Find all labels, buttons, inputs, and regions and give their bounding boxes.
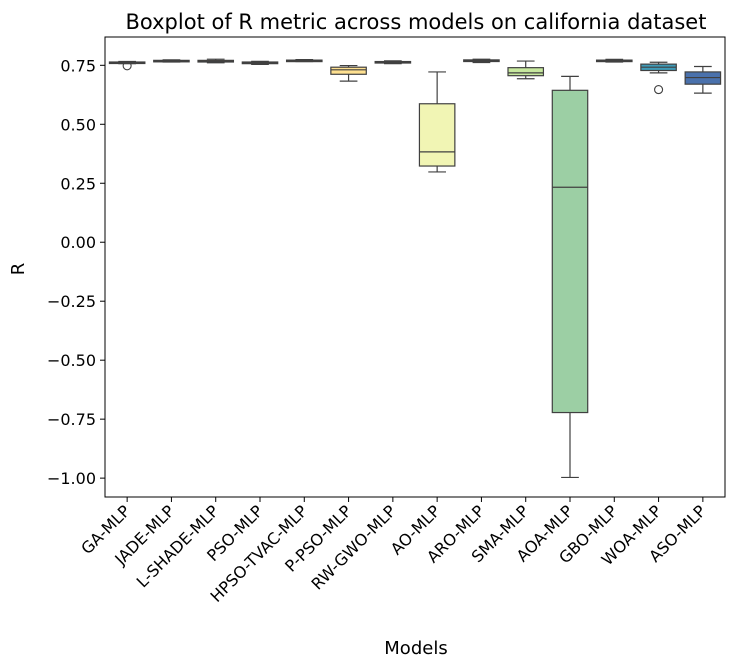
box-aso-mlp bbox=[684, 65, 722, 94]
box-rw-gwo-mlp bbox=[374, 60, 412, 65]
box-body bbox=[551, 89, 589, 414]
chart-title: Boxplot of R metric across models on cal… bbox=[126, 10, 707, 34]
plot-area bbox=[108, 58, 722, 479]
outlier-point bbox=[122, 61, 132, 71]
y-tick-label: −0.50 bbox=[47, 351, 96, 370]
y-axis-label: R bbox=[8, 263, 29, 276]
box-aoa-mlp bbox=[551, 75, 589, 479]
y-tick-label: −1.00 bbox=[47, 469, 96, 488]
box-woa-mlp bbox=[640, 61, 677, 95]
y-tick-label: 0.50 bbox=[60, 115, 96, 134]
outlier-point bbox=[654, 85, 664, 95]
y-tick-label: −0.75 bbox=[47, 410, 96, 429]
y-tick-label: 0.00 bbox=[60, 233, 96, 252]
box-l-shade-mlp bbox=[197, 58, 235, 64]
box-hpso-tvac-mlp bbox=[285, 59, 323, 63]
box-ga-mlp bbox=[108, 60, 146, 71]
y-tick-label: 0.75 bbox=[60, 56, 96, 75]
box-jade-mlp bbox=[153, 59, 190, 63]
box-body bbox=[507, 67, 545, 77]
box-body bbox=[330, 66, 367, 75]
box-pso-mlp bbox=[241, 60, 279, 65]
box-ao-mlp bbox=[418, 71, 456, 173]
x-axis: GA-MLPJADE-MLPL-SHADE-MLPPSO-MLPHPSO-TVA… bbox=[77, 497, 710, 606]
box-p-pso-mlp bbox=[330, 64, 367, 82]
x-axis-label: Models bbox=[384, 638, 447, 659]
box-aro-mlp bbox=[463, 58, 500, 64]
y-tick-label: 0.25 bbox=[60, 174, 96, 193]
box-body bbox=[418, 103, 456, 167]
y-tick-label: −0.25 bbox=[47, 292, 96, 311]
y-axis: 0.75 0.50 0.25 0.00 −0.25 −0.50 −0.75 −1.00 bbox=[47, 56, 105, 488]
box-gbo-mlp bbox=[595, 58, 633, 63]
box-sma-mlp bbox=[507, 60, 545, 80]
plot-frame bbox=[104, 36, 726, 498]
